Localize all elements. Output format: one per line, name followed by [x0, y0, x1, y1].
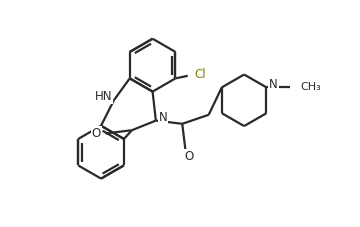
Text: Cl: Cl	[195, 68, 206, 81]
Text: N: N	[269, 78, 278, 91]
Text: O: O	[185, 150, 194, 163]
Text: O: O	[92, 127, 101, 140]
Text: CH₃: CH₃	[300, 82, 321, 92]
Text: N: N	[158, 111, 167, 124]
Text: HN: HN	[95, 90, 112, 103]
